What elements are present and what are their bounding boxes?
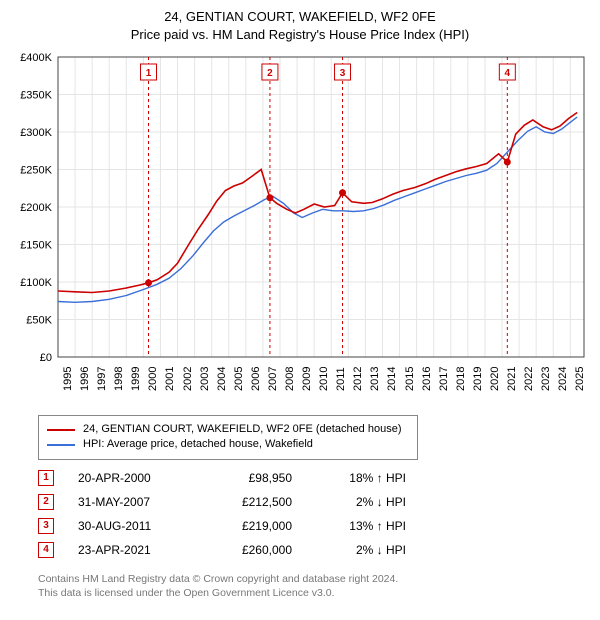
event-price: £219,000 — [212, 519, 292, 533]
legend-row: 24, GENTIAN COURT, WAKEFIELD, WF2 0FE (d… — [47, 422, 409, 437]
event-badge: 2 — [38, 494, 54, 510]
event-pct-vs-hpi: 2% ↓ HPI — [316, 543, 406, 557]
event-date: 23-APR-2021 — [78, 543, 188, 557]
event-badge: 3 — [38, 518, 54, 534]
legend-label: HPI: Average price, detached house, Wake… — [83, 437, 313, 452]
svg-text:£250K: £250K — [20, 165, 52, 177]
event-badge: 4 — [38, 542, 54, 558]
event-pct-vs-hpi: 18% ↑ HPI — [316, 471, 406, 485]
legend-label: 24, GENTIAN COURT, WAKEFIELD, WF2 0FE (d… — [83, 422, 402, 437]
event-row: 3 30-AUG-2011 £219,000 13% ↑ HPI — [38, 514, 594, 538]
legend-swatch — [47, 444, 75, 446]
svg-text:£350K: £350K — [20, 90, 52, 102]
chart-title-2: Price paid vs. HM Land Registry's House … — [6, 26, 594, 44]
event-price: £212,500 — [212, 495, 292, 509]
svg-text:£50K: £50K — [26, 315, 52, 327]
event-date: 31-MAY-2007 — [78, 495, 188, 509]
event-row: 1 20-APR-2000 £98,950 18% ↑ HPI — [38, 466, 594, 490]
event-date: 20-APR-2000 — [78, 471, 188, 485]
svg-text:£300K: £300K — [20, 127, 52, 139]
svg-text:4: 4 — [505, 68, 511, 79]
legend-swatch — [47, 429, 75, 431]
svg-text:£0: £0 — [40, 352, 52, 364]
chart-titles: 24, GENTIAN COURT, WAKEFIELD, WF2 0FE Pr… — [6, 8, 594, 43]
license-text: Contains HM Land Registry data © Crown c… — [38, 572, 594, 600]
svg-text:£400K: £400K — [20, 52, 52, 64]
event-pct-vs-hpi: 2% ↓ HPI — [316, 495, 406, 509]
license-line: This data is licensed under the Open Gov… — [38, 586, 594, 600]
svg-text:£100K: £100K — [20, 277, 52, 289]
legend-row: HPI: Average price, detached house, Wake… — [47, 437, 409, 452]
chart-svg: £0 £50K £100K £150K £200K £250K £300K £350K £400… — [6, 49, 590, 409]
event-date: 30-AUG-2011 — [78, 519, 188, 533]
event-table: 1 20-APR-2000 £98,950 18% ↑ HPI 2 31-MAY-2007… — [38, 466, 594, 562]
chart-title-1: 24, GENTIAN COURT, WAKEFIELD, WF2 0FE — [6, 8, 594, 26]
legend: 24, GENTIAN COURT, WAKEFIELD, WF2 0FE (d… — [38, 415, 418, 460]
svg-text:1: 1 — [146, 68, 152, 79]
chart-area: £0 £50K £100K £150K £200K £250K £300K £350K £400… — [6, 49, 590, 409]
svg-text:3: 3 — [340, 68, 346, 79]
event-row: 2 31-MAY-2007 £212,500 2% ↓ HPI — [38, 490, 594, 514]
event-price: £98,950 — [212, 471, 292, 485]
event-row: 4 23-APR-2021 £260,000 2% ↓ HPI — [38, 538, 594, 562]
svg-text:2: 2 — [267, 68, 273, 79]
svg-text:£150K: £150K — [20, 240, 52, 252]
license-line: Contains HM Land Registry data © Crown c… — [38, 572, 594, 586]
event-price: £260,000 — [212, 543, 292, 557]
event-badge: 1 — [38, 470, 54, 486]
svg-text:£200K: £200K — [20, 202, 52, 214]
event-pct-vs-hpi: 13% ↑ HPI — [316, 519, 406, 533]
